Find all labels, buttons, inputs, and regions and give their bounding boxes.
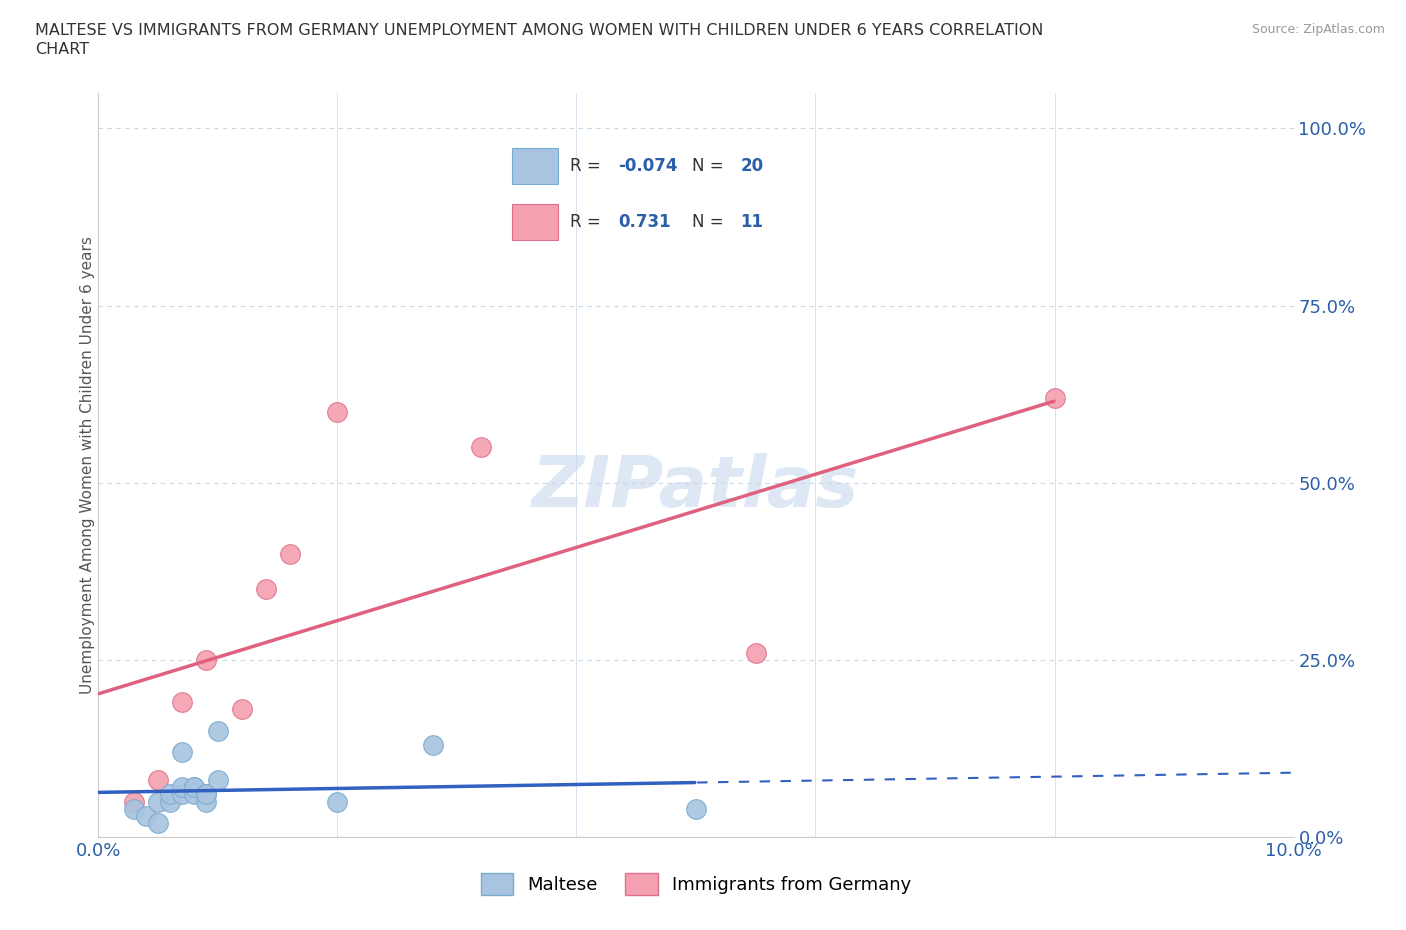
Text: -0.074: -0.074: [619, 157, 678, 175]
Point: [159, 787, 181, 802]
Point: [172, 745, 194, 760]
Point: [195, 787, 218, 802]
Point: [124, 794, 146, 809]
Point: [183, 780, 205, 795]
Point: [135, 808, 157, 823]
Text: N =: N =: [692, 213, 724, 231]
Point: [172, 780, 194, 795]
Point: [422, 737, 444, 752]
Point: [148, 773, 170, 788]
Text: R =: R =: [569, 213, 600, 231]
Point: [326, 794, 349, 809]
Text: ZIPatlas: ZIPatlas: [533, 453, 859, 522]
Point: [326, 405, 349, 419]
Point: [207, 724, 229, 738]
Point: [183, 780, 205, 795]
Point: [254, 581, 277, 596]
Point: [195, 794, 218, 809]
FancyBboxPatch shape: [512, 204, 558, 240]
Point: [172, 695, 194, 710]
Point: [231, 702, 253, 717]
Text: R =: R =: [569, 157, 600, 175]
Point: [124, 802, 146, 817]
Text: 0.731: 0.731: [619, 213, 671, 231]
Point: [745, 645, 768, 660]
Point: [1043, 391, 1066, 405]
Point: [207, 773, 229, 788]
FancyBboxPatch shape: [512, 148, 558, 184]
Point: [172, 787, 194, 802]
Text: N =: N =: [692, 157, 724, 175]
Text: Source: ZipAtlas.com: Source: ZipAtlas.com: [1251, 23, 1385, 36]
Point: [148, 794, 170, 809]
Text: MALTESE VS IMMIGRANTS FROM GERMANY UNEMPLOYMENT AMONG WOMEN WITH CHILDREN UNDER : MALTESE VS IMMIGRANTS FROM GERMANY UNEMP…: [35, 23, 1043, 38]
Point: [470, 440, 492, 455]
Text: CHART: CHART: [35, 42, 89, 57]
Point: [195, 653, 218, 668]
Point: [685, 802, 707, 817]
Point: [278, 546, 301, 561]
Legend: Maltese, Immigrants from Germany: Maltese, Immigrants from Germany: [474, 866, 918, 902]
Point: [183, 787, 205, 802]
Text: 11: 11: [741, 213, 763, 231]
Y-axis label: Unemployment Among Women with Children Under 6 years: Unemployment Among Women with Children U…: [80, 236, 94, 694]
Text: 20: 20: [741, 157, 763, 175]
Point: [195, 787, 218, 802]
Point: [148, 816, 170, 830]
Point: [159, 794, 181, 809]
